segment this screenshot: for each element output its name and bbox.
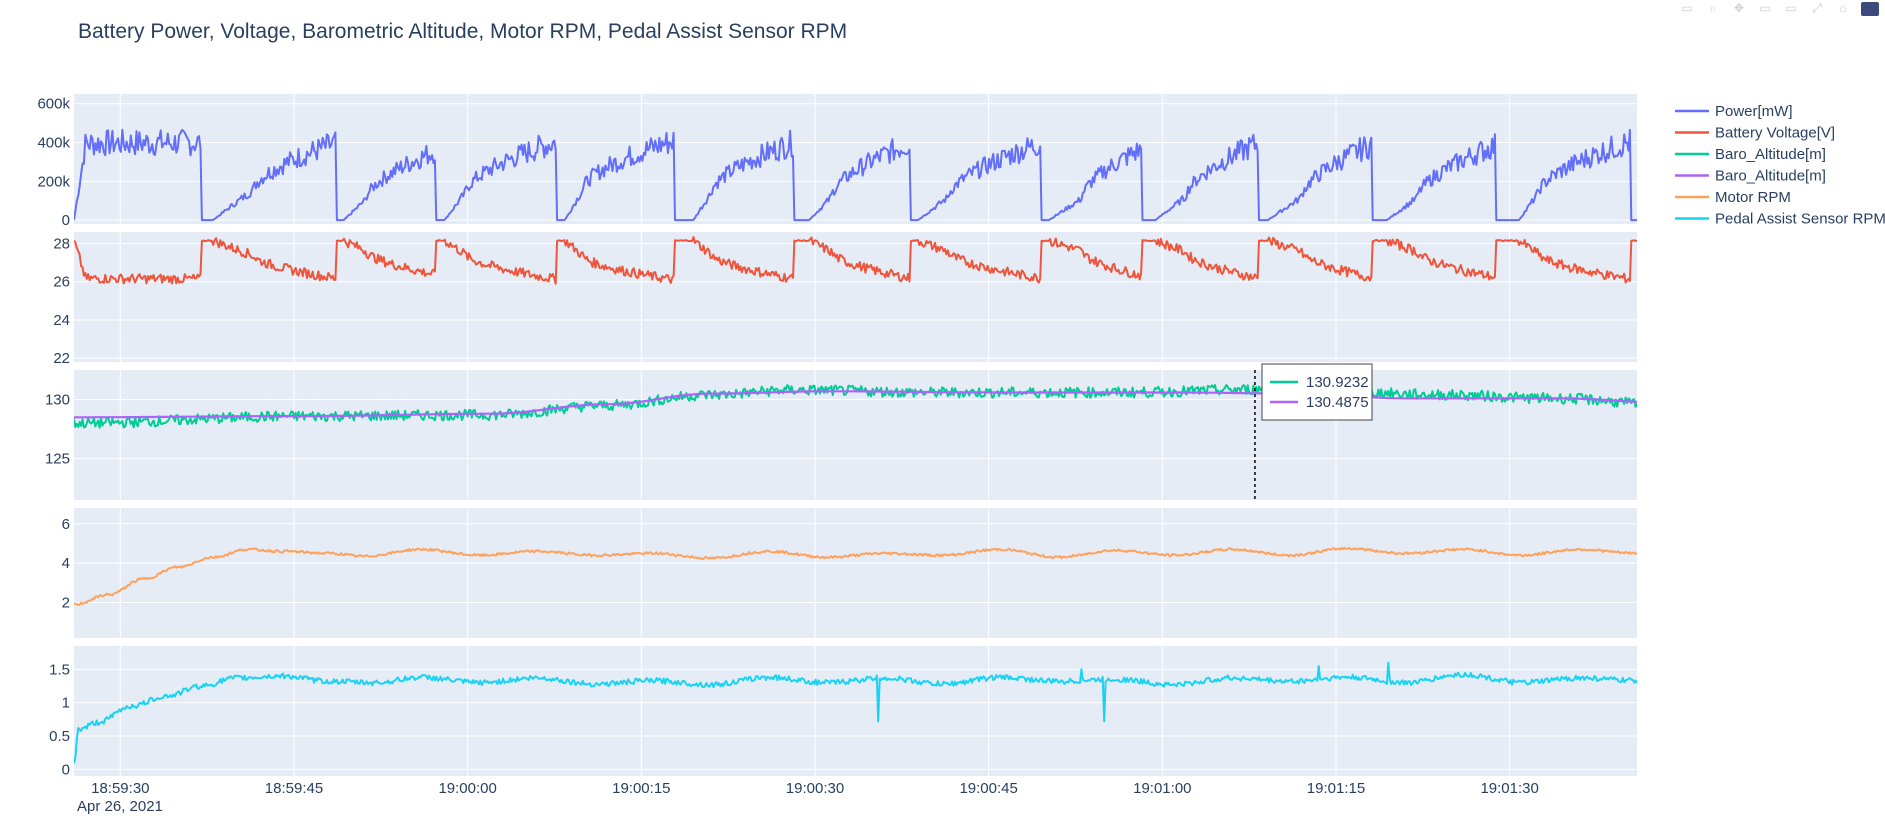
y-tick-label: 4 (62, 555, 70, 572)
legend[interactable]: Power[mW] Battery Voltage[V] Baro_Altitude… (1675, 103, 1885, 228)
chart-title: Battery Power, Voltage, Barometric Altit… (78, 20, 847, 43)
x-tick-label: 19:01:30 (1480, 780, 1538, 797)
y-tick-label: 22 (53, 350, 70, 367)
legend-item[interactable]: Motor RPM (1675, 189, 1791, 206)
series-line-power[interactable] (74, 128, 1637, 222)
legend-label: Pedal Assist Sensor RPM (1715, 211, 1885, 228)
legend-label: Baro_Altitude[m] (1715, 168, 1826, 185)
plot-area-pas[interactable] (74, 646, 1637, 776)
autoscale-icon[interactable]: ⤢ (1812, 1, 1822, 15)
y-tick-label: 6 (62, 516, 70, 533)
legend-label: Baro_Altitude[m] (1715, 146, 1826, 163)
series-line-motor[interactable] (74, 546, 1637, 606)
subplot-altitude[interactable]: 125 130 (45, 370, 1637, 500)
plot-area-motor[interactable] (74, 508, 1637, 638)
legend-item[interactable]: Baro_Altitude[m] (1675, 146, 1826, 163)
y-tick-label: 200k (37, 173, 70, 190)
plot-area-power[interactable] (74, 94, 1637, 224)
hover-value: 130.9232 (1306, 374, 1369, 391)
y-tick-label: 0 (62, 212, 70, 229)
x-date-label: Apr 26, 2021 (77, 798, 163, 815)
y-tick-label: 1 (62, 695, 70, 712)
camera-icon[interactable]: ▭ (1681, 1, 1693, 15)
y-tick-label: 28 (53, 235, 70, 252)
legend-label: Battery Voltage[V] (1715, 125, 1835, 142)
plot-area-voltage[interactable] (74, 232, 1637, 362)
hover-box (1261, 363, 1373, 421)
subplot-motor[interactable]: 2 4 6 (62, 508, 1637, 638)
x-tick-label: 18:59:30 (91, 780, 149, 797)
subplot-voltage[interactable]: 22 24 26 28 (53, 232, 1637, 367)
pan-icon[interactable]: ✥ (1733, 1, 1745, 15)
y-tick-label: 1.5 (49, 661, 70, 678)
zoom-icon[interactable]: ⌕ (1709, 1, 1717, 15)
plotly-logo[interactable] (1861, 2, 1879, 16)
y-tick-label: 0.5 (49, 728, 70, 745)
x-tick-label: 18:59:45 (265, 780, 323, 797)
y-tick-label: 26 (53, 274, 70, 291)
legend-label: Motor RPM (1715, 189, 1791, 206)
series-line-altitude-raw[interactable] (74, 383, 1637, 429)
legend-item[interactable]: Pedal Assist Sensor RPM (1675, 211, 1885, 228)
legend-item[interactable]: Battery Voltage[V] (1675, 125, 1835, 142)
y-tick-label: 24 (53, 312, 70, 329)
y-tick-label: 2 (62, 595, 70, 612)
modebar: ▭ ⌕ ✥ ▭ ▭ ⤢ ⌂ (1673, 0, 1885, 18)
hover-tooltip: 130.9232 130.4875 (1261, 363, 1373, 421)
x-tick-label: 19:00:45 (959, 780, 1017, 797)
y-tick-label: 600k (37, 96, 70, 113)
x-tick-label: 19:00:00 (438, 780, 496, 797)
legend-item[interactable]: Baro_Altitude[m] (1675, 168, 1826, 185)
series-line-altitude-smooth[interactable] (74, 390, 1637, 419)
legend-item[interactable]: Power[mW] (1675, 103, 1793, 120)
zoom-in-icon[interactable]: ▭ (1759, 1, 1771, 15)
reset-axes-icon[interactable]: ⌂ (1839, 1, 1847, 15)
y-tick-label: 130 (45, 392, 70, 409)
series-line-pas[interactable] (74, 661, 1637, 764)
legend-label: Power[mW] (1715, 103, 1793, 120)
zoom-out-icon[interactable]: ▭ (1785, 1, 1797, 15)
x-axis: 18:59:30 18:59:45 19:00:00 19:00:15 19:00:30… (77, 780, 1539, 815)
hover-value: 130.4875 (1306, 394, 1369, 411)
subplot-power[interactable]: 0 200k 400k 600k (37, 94, 1637, 229)
x-tick-label: 19:01:00 (1133, 780, 1191, 797)
y-tick-label: 400k (37, 135, 70, 152)
series-line-voltage[interactable] (74, 236, 1637, 285)
subplot-pas[interactable]: 0 0.5 1 1.5 (49, 646, 1637, 778)
y-tick-label: 125 (45, 451, 70, 468)
x-tick-label: 19:00:15 (612, 780, 670, 797)
x-tick-label: 19:01:15 (1307, 780, 1365, 797)
y-tick-label: 0 (62, 761, 70, 778)
x-tick-label: 19:00:30 (786, 780, 844, 797)
